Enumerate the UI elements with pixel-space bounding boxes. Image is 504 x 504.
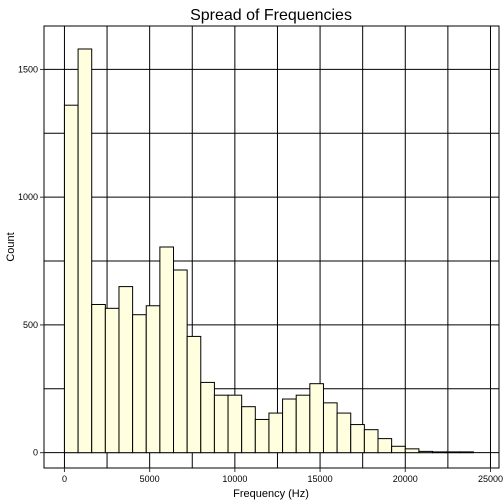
histogram-bar: [159, 246, 175, 454]
histogram-bar: [200, 381, 215, 454]
histogram-bar: [432, 451, 447, 454]
histogram-bar: [145, 305, 161, 454]
x-axis-ticks: 0 5000 10000 15000 20000 25000: [62, 468, 503, 484]
histogram-bar: [459, 451, 474, 454]
chart-title: Spread of Frequencies: [190, 7, 352, 24]
plot-panel-border: [43, 25, 500, 469]
x-tick-label: 10000: [222, 474, 247, 484]
histogram-bar: [268, 412, 284, 454]
histogram-bar: [404, 448, 420, 454]
x-tick-label: 15000: [308, 474, 333, 484]
y-tick-label: 0: [33, 448, 38, 458]
histogram-bar: [418, 450, 434, 454]
x-tick-label: 25000: [478, 474, 503, 484]
histogram-bar: [336, 412, 352, 454]
histogram-bar: [295, 394, 311, 454]
histogram-bar: [309, 383, 324, 454]
histogram-bar: [282, 398, 297, 454]
histogram-bar: [213, 394, 229, 454]
x-axis-label: Frequency (Hz): [233, 488, 309, 500]
histogram-bar: [377, 438, 393, 454]
bars: [63, 48, 474, 454]
y-axis-ticks: 0 500 1000 1500: [18, 64, 44, 458]
histogram-bar: [350, 424, 365, 454]
histogram-bar: [363, 429, 379, 454]
histogram-bar: [132, 314, 147, 454]
histogram-bar: [186, 335, 202, 454]
y-axis-label: Count: [5, 232, 17, 261]
y-tick-label: 500: [23, 320, 38, 330]
y-tick-label: 1500: [18, 64, 38, 74]
y-tick-label: 1000: [18, 192, 38, 202]
histogram-bar: [91, 303, 106, 454]
histogram-bar: [227, 394, 243, 454]
histogram-bar: [254, 418, 270, 454]
histogram-bar: [63, 104, 79, 454]
x-tick-label: 0: [62, 474, 67, 484]
histogram-bar: [104, 307, 120, 454]
histogram-bar: [445, 451, 461, 454]
histogram-bar: [173, 269, 188, 454]
histogram-bar: [322, 402, 338, 454]
x-tick-label: 5000: [140, 474, 160, 484]
histogram-bar: [118, 286, 134, 454]
histogram-bar: [77, 48, 93, 454]
x-tick-label: 20000: [393, 474, 418, 484]
histogram-bar: [391, 445, 406, 454]
histogram-bar: [241, 406, 256, 454]
